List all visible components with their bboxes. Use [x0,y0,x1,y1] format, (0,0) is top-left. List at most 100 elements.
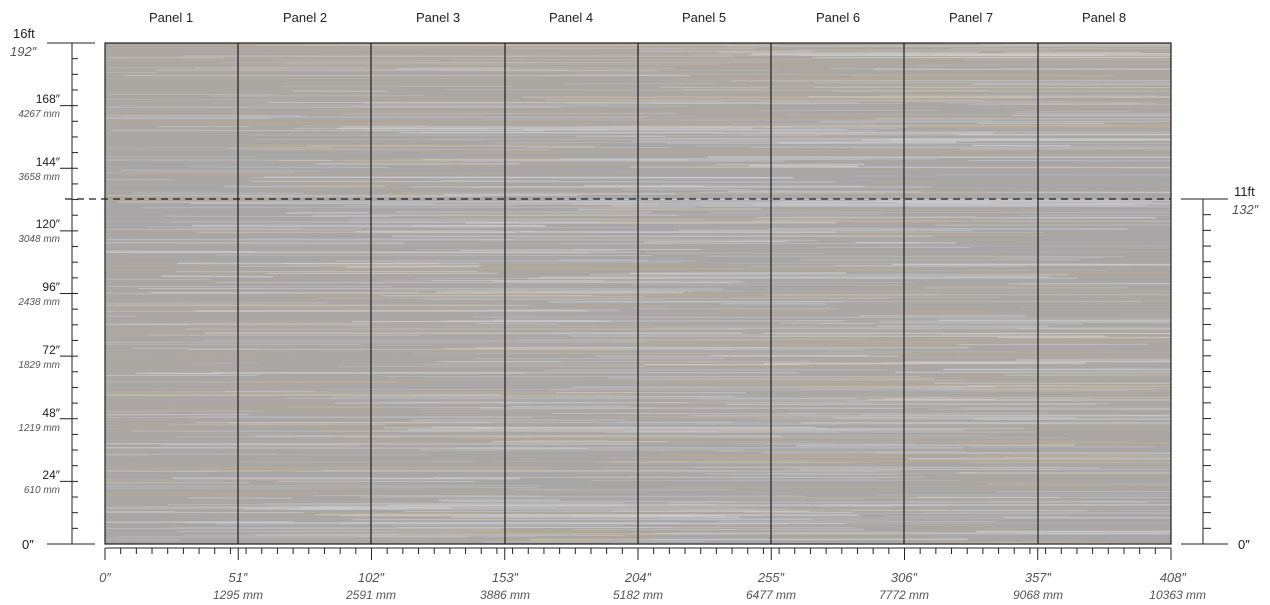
wall-streak [105,470,220,472]
wall-streak [868,179,1160,183]
wall-streak [161,275,273,278]
left-label-144-mm: 3658 mm [18,172,60,183]
right-ruler-ticks [1203,214,1211,529]
wall-streak [962,275,1171,277]
wall-streak [532,61,1103,63]
wall-streak [105,250,256,252]
bottom-label-306-mm: 7772 mm [879,588,929,602]
wall-streak [476,323,559,325]
wall-streak [105,172,295,174]
wall-streak [960,222,1152,224]
left-label-144-in: 144″ [36,155,61,169]
wall-streak [105,356,210,358]
wall-streak [887,184,1171,186]
wall-streak [963,407,1171,409]
wall-streak [105,442,638,445]
wall-streak [670,170,972,172]
wall-streak [145,226,636,228]
wall-streak [312,214,679,217]
wall-streak [401,230,917,232]
wall-streak [813,81,1171,84]
bottom-label-306-in: 306″ [891,570,918,585]
left-label-48-in: 48″ [42,406,60,420]
wall-streak [375,533,918,535]
wall-streak [438,69,659,72]
right-ruler-top-in: 132″ [1232,202,1259,217]
left-label-168-in: 168″ [36,92,61,106]
wall-streak [922,54,1171,56]
wall-streak [449,164,850,166]
wall-streak [591,268,915,270]
wall-streak [337,366,645,368]
left-label-168-mm: 4267 mm [18,109,60,120]
wall-streak [671,527,997,529]
wall-streak [435,291,684,294]
wall-streak [626,476,900,478]
wall-streak [780,322,875,324]
wall-streak [541,364,939,367]
wall-streak [248,134,822,137]
wall-streak [137,288,723,290]
wall-streak [9,144,98,145]
wall-streak [105,511,494,514]
wall-streak [936,391,1171,393]
panel-5-label: Panel 5 [682,10,726,25]
wall-streak [281,61,775,63]
wall-streak [160,512,620,514]
wall-streak [602,209,1039,212]
wall-texture [9,43,1171,544]
wall-streak [870,423,1171,425]
wall-streak [359,495,807,498]
wall-streak [105,268,240,271]
wall-streak [575,305,669,308]
bottom-label-255-mm: 6477 mm [746,588,796,602]
wall-streak [110,129,545,132]
wall-streak [879,245,1171,247]
bottom-label-204-mm: 5182 mm [613,588,663,602]
wall-streak [494,281,742,283]
panel-1-label: Panel 1 [149,10,193,25]
wall-streak [105,447,238,448]
wall-streak [105,494,424,497]
wall-streak [832,46,1171,48]
wall-streak [643,240,788,243]
wall-streak [818,120,1171,123]
panel-labels: Panel 1 Panel 2 Panel 3 Panel 4 Panel 5 … [149,10,1126,25]
wall-streak [441,500,736,503]
wall-streak [262,502,625,504]
wall-streak [462,159,786,162]
wall-streak [874,494,1171,496]
wall-streak [396,67,510,70]
wall-streak [777,141,957,144]
wall-streak [494,460,810,462]
left-label-72-mm: 1829 mm [18,360,60,371]
wall-streak [368,292,625,295]
panel-3-label: Panel 3 [416,10,460,25]
wall-streak [105,487,537,489]
bottom-ruler-ticks [104,548,1172,560]
wall-streaks [9,43,1171,544]
left-ruler-top-in: 192″ [10,44,37,59]
wall-streak [545,99,984,101]
wall-streak [572,386,996,388]
bottom-label-357-mm: 9068 mm [1013,588,1063,602]
right-ruler-zero: 0″ [1238,537,1250,552]
wall-streak [221,65,489,68]
wall-streak [496,436,1068,439]
wall-streak [710,363,877,366]
wall-streak [551,412,817,415]
left-label-96-in: 96″ [42,280,60,294]
bottom-label-51-in: 51″ [228,570,247,585]
left-label-24-in: 24″ [42,468,60,482]
bottom-label-102-mm: 2591 mm [345,588,396,602]
wall-streak [105,178,629,181]
wall-streak [403,510,757,513]
wall-streak [728,190,921,193]
wall-streak [293,539,652,541]
wall-streak [790,540,1083,542]
wall-streak [132,348,258,350]
wall-streak [694,145,1171,147]
wall-streak [105,343,363,346]
wall-streak [139,161,449,164]
